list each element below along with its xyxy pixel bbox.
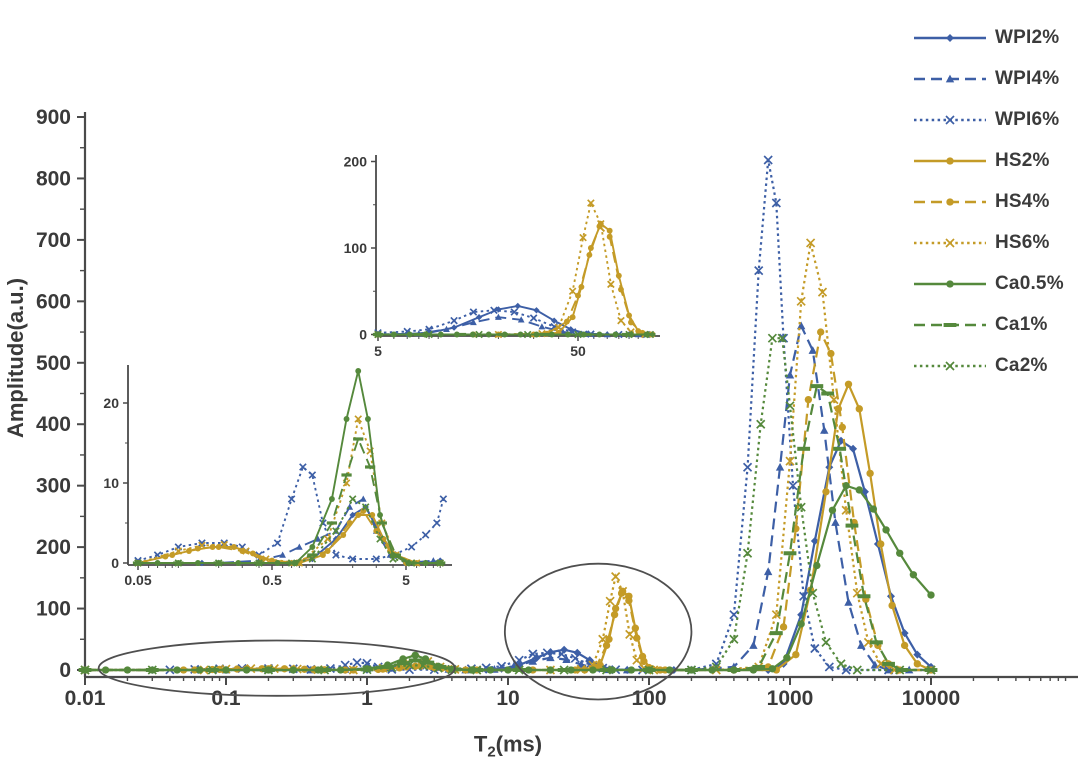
- legend-label: WPI2%: [995, 26, 1060, 48]
- series-wpi4-main: [80, 321, 936, 674]
- legend-key-solid-line: [914, 33, 986, 42]
- x-tick-label: 0.1: [211, 687, 241, 710]
- y-tick-label: 400: [36, 413, 71, 436]
- series-hs4-inset-top: [375, 223, 656, 338]
- x-axis-title: T2(ms): [474, 731, 542, 760]
- y-tick-label: 0: [59, 659, 71, 682]
- series-hs6-inset-top: [374, 199, 649, 339]
- y-tick-label: 500: [36, 352, 71, 375]
- inset-top-y-tick-label: 200: [344, 154, 368, 170]
- series-ca05-inset-left: [135, 368, 444, 566]
- legend-label: Ca0.5%: [995, 272, 1064, 294]
- x-tick-label: 10000: [902, 687, 960, 710]
- x-tick-label: 1000: [767, 687, 814, 710]
- legend-item-hs6: HS6%: [912, 222, 1064, 263]
- x-tick-label: 10: [496, 687, 519, 710]
- legend-key-solid-line: [914, 156, 986, 165]
- legend-key-dashed-line: [914, 197, 986, 206]
- x-tick-label: 1: [361, 687, 373, 710]
- legend-label: HS4%: [995, 190, 1050, 212]
- x-tick-label: 0.01: [65, 687, 106, 710]
- x-axis-title-units: (ms): [495, 731, 543, 757]
- inset-left-y-tick-label: 10: [103, 475, 119, 491]
- inset-top-y-tick-label: 0: [359, 327, 367, 343]
- y-tick-label: 300: [36, 475, 71, 498]
- legend-key-dotted-line: [914, 237, 986, 248]
- legend-label: WPI6%: [995, 108, 1060, 130]
- legend-item-ca1: Ca1%: [912, 304, 1064, 345]
- inset-top-y-tick-label: 100: [344, 240, 368, 256]
- inset-left-x-tick-label: 0.5: [262, 572, 282, 588]
- legend-key-dotted-line: [914, 360, 986, 371]
- y-tick-label: 900: [36, 106, 71, 129]
- legend-item-hs2: HS2%: [912, 140, 1064, 181]
- x-axis-title-base: T: [473, 731, 488, 757]
- inset-left-x-tick-label: 5: [402, 572, 410, 588]
- y-tick-label: 200: [36, 536, 71, 559]
- inset-top-axes: 5 50 0 100 200: [344, 154, 660, 359]
- series-ca2-main: [80, 333, 936, 675]
- series-ca1-main: [78, 384, 938, 672]
- legend-label: WPI4%: [995, 67, 1060, 89]
- y-tick-label: 800: [36, 167, 71, 190]
- legend-key-dashed-line: [914, 74, 986, 82]
- y-tick-label: 700: [36, 229, 71, 252]
- legend-item-ca05: Ca0.5%: [912, 263, 1064, 304]
- legend-label: HS2%: [995, 149, 1050, 171]
- legend-label: Ca1%: [995, 313, 1048, 335]
- legend-label: Ca2%: [995, 354, 1048, 376]
- legend-key-dotted-line: [914, 114, 986, 125]
- inset-top-x-tick-label: 5: [374, 343, 382, 359]
- series-hs4-main: [81, 328, 935, 674]
- legend: WPI2% WPI4% WPI6% HS2% HS4% HS6% Ca0.5% Ca1% Ca2…: [912, 17, 1064, 386]
- inset-top-x-tick-label: 50: [570, 343, 586, 359]
- y-tick-label: 100: [36, 598, 71, 621]
- legend-label: HS6%: [995, 231, 1050, 253]
- main-axes: 0.01 0.1 1 10 100 1000 10000010020030040050060…: [36, 106, 1078, 710]
- series-ca2-inset-top: [374, 330, 655, 339]
- series-wpi2-main: [81, 436, 935, 674]
- x-tick-label: 100: [631, 687, 666, 710]
- series-ca05-main: [81, 481, 935, 674]
- y-axis-title: Amplitude(a.u.): [3, 277, 28, 439]
- series-ca2-inset-left: [134, 495, 445, 567]
- x-axis-title-subscript: 2: [487, 743, 496, 761]
- inset-left-x-tick-label: 0.05: [124, 572, 151, 588]
- legend-item-wpi6: WPI6%: [912, 99, 1064, 140]
- series-wpi2-inset-top: [374, 302, 654, 338]
- legend-key-dashed-line: [914, 322, 986, 327]
- y-tick-label: 600: [36, 290, 71, 313]
- legend-item-wpi2: WPI2%: [912, 17, 1064, 58]
- highlight-ellipse-2: [503, 562, 693, 701]
- legend-item-ca2: Ca2%: [912, 345, 1064, 386]
- legend-key-solid-line: [914, 279, 986, 288]
- legend-item-hs4: HS4%: [912, 181, 1064, 222]
- inset-left-y-tick-label: 0: [111, 555, 119, 571]
- inset-left-y-tick-label: 20: [103, 395, 119, 411]
- highlight-ellipse-1: [97, 639, 456, 697]
- legend-item-wpi4: WPI4%: [912, 58, 1064, 99]
